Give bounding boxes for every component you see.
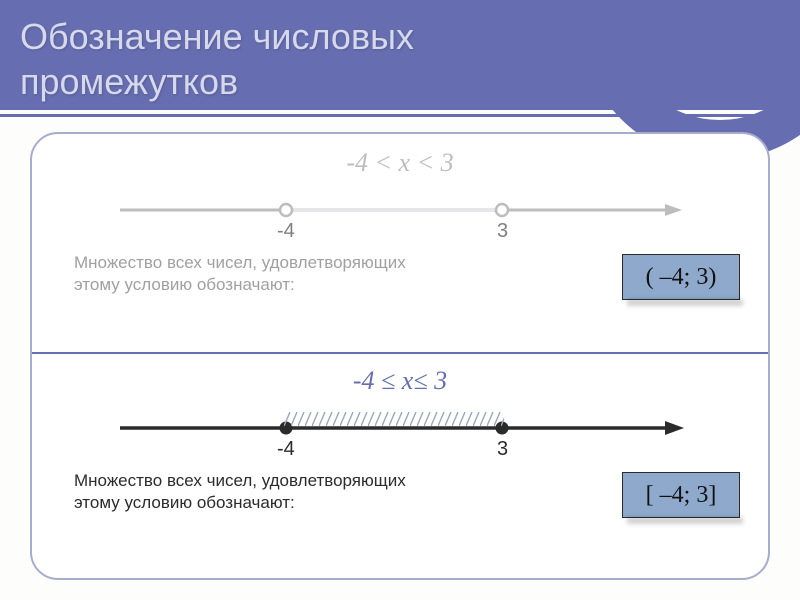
- numberline-open: -4 3: [110, 184, 690, 246]
- tick-b-label: 3: [497, 438, 508, 461]
- numberline-svg-open: [110, 184, 690, 246]
- caption-row-open: Множество всех чисел, удовлетворяющих эт…: [60, 248, 740, 300]
- hatch-svg: [284, 412, 504, 426]
- notation-closed-box: [ –4; 3]: [622, 472, 740, 518]
- notation-open-box: ( –4; 3): [622, 254, 740, 300]
- caption-open-line1: Множество всех чисел, удовлетворяющих: [74, 253, 406, 272]
- caption-closed-line2: этому условию обозначают:: [74, 493, 295, 512]
- title-line-2: промежутков: [20, 61, 238, 102]
- inequality-closed: -4 ≤ x≤ 3: [60, 366, 740, 396]
- endpoint-a-open: [280, 204, 292, 216]
- caption-row-closed: Множество всех чисел, удовлетворяющих эт…: [60, 466, 740, 518]
- caption-open-line2: этому условию обозначают:: [74, 275, 295, 294]
- section-divider: [32, 352, 768, 354]
- tick-a-label: -4: [277, 220, 295, 243]
- tick-a-label: -4: [277, 438, 295, 461]
- tick-b-label: 3: [497, 220, 508, 243]
- endpoint-b-open: [496, 204, 508, 216]
- caption-open: Множество всех чисел, удовлетворяющих эт…: [74, 252, 406, 296]
- caption-closed: Множество всех чисел, удовлетворяющих эт…: [74, 470, 406, 514]
- caption-closed-line1: Множество всех чисел, удовлетворяющих: [74, 471, 406, 490]
- title-line-1: Обозначение числовых: [20, 16, 414, 57]
- content-frame: -4 < x < 3 -4 3 Множество всех чисел, уд…: [30, 132, 770, 580]
- inequality-open: -4 < x < 3: [60, 148, 740, 178]
- notation-closed-text: [ –4; 3]: [646, 482, 717, 509]
- section-closed-interval: -4 ≤ x≤ 3: [32, 362, 768, 572]
- interval-hatch: [284, 412, 504, 426]
- notation-open-text: ( –4; 3): [646, 264, 717, 291]
- axis-arrowhead: [665, 421, 684, 435]
- section-open-interval: -4 < x < 3 -4 3 Множество всех чисел, уд…: [32, 144, 768, 344]
- page-title: Обозначение числовых промежутков: [20, 14, 414, 104]
- numberline-closed: -4 3: [110, 402, 690, 464]
- interval-highlight: [286, 208, 502, 212]
- axis-arrowhead: [665, 204, 682, 216]
